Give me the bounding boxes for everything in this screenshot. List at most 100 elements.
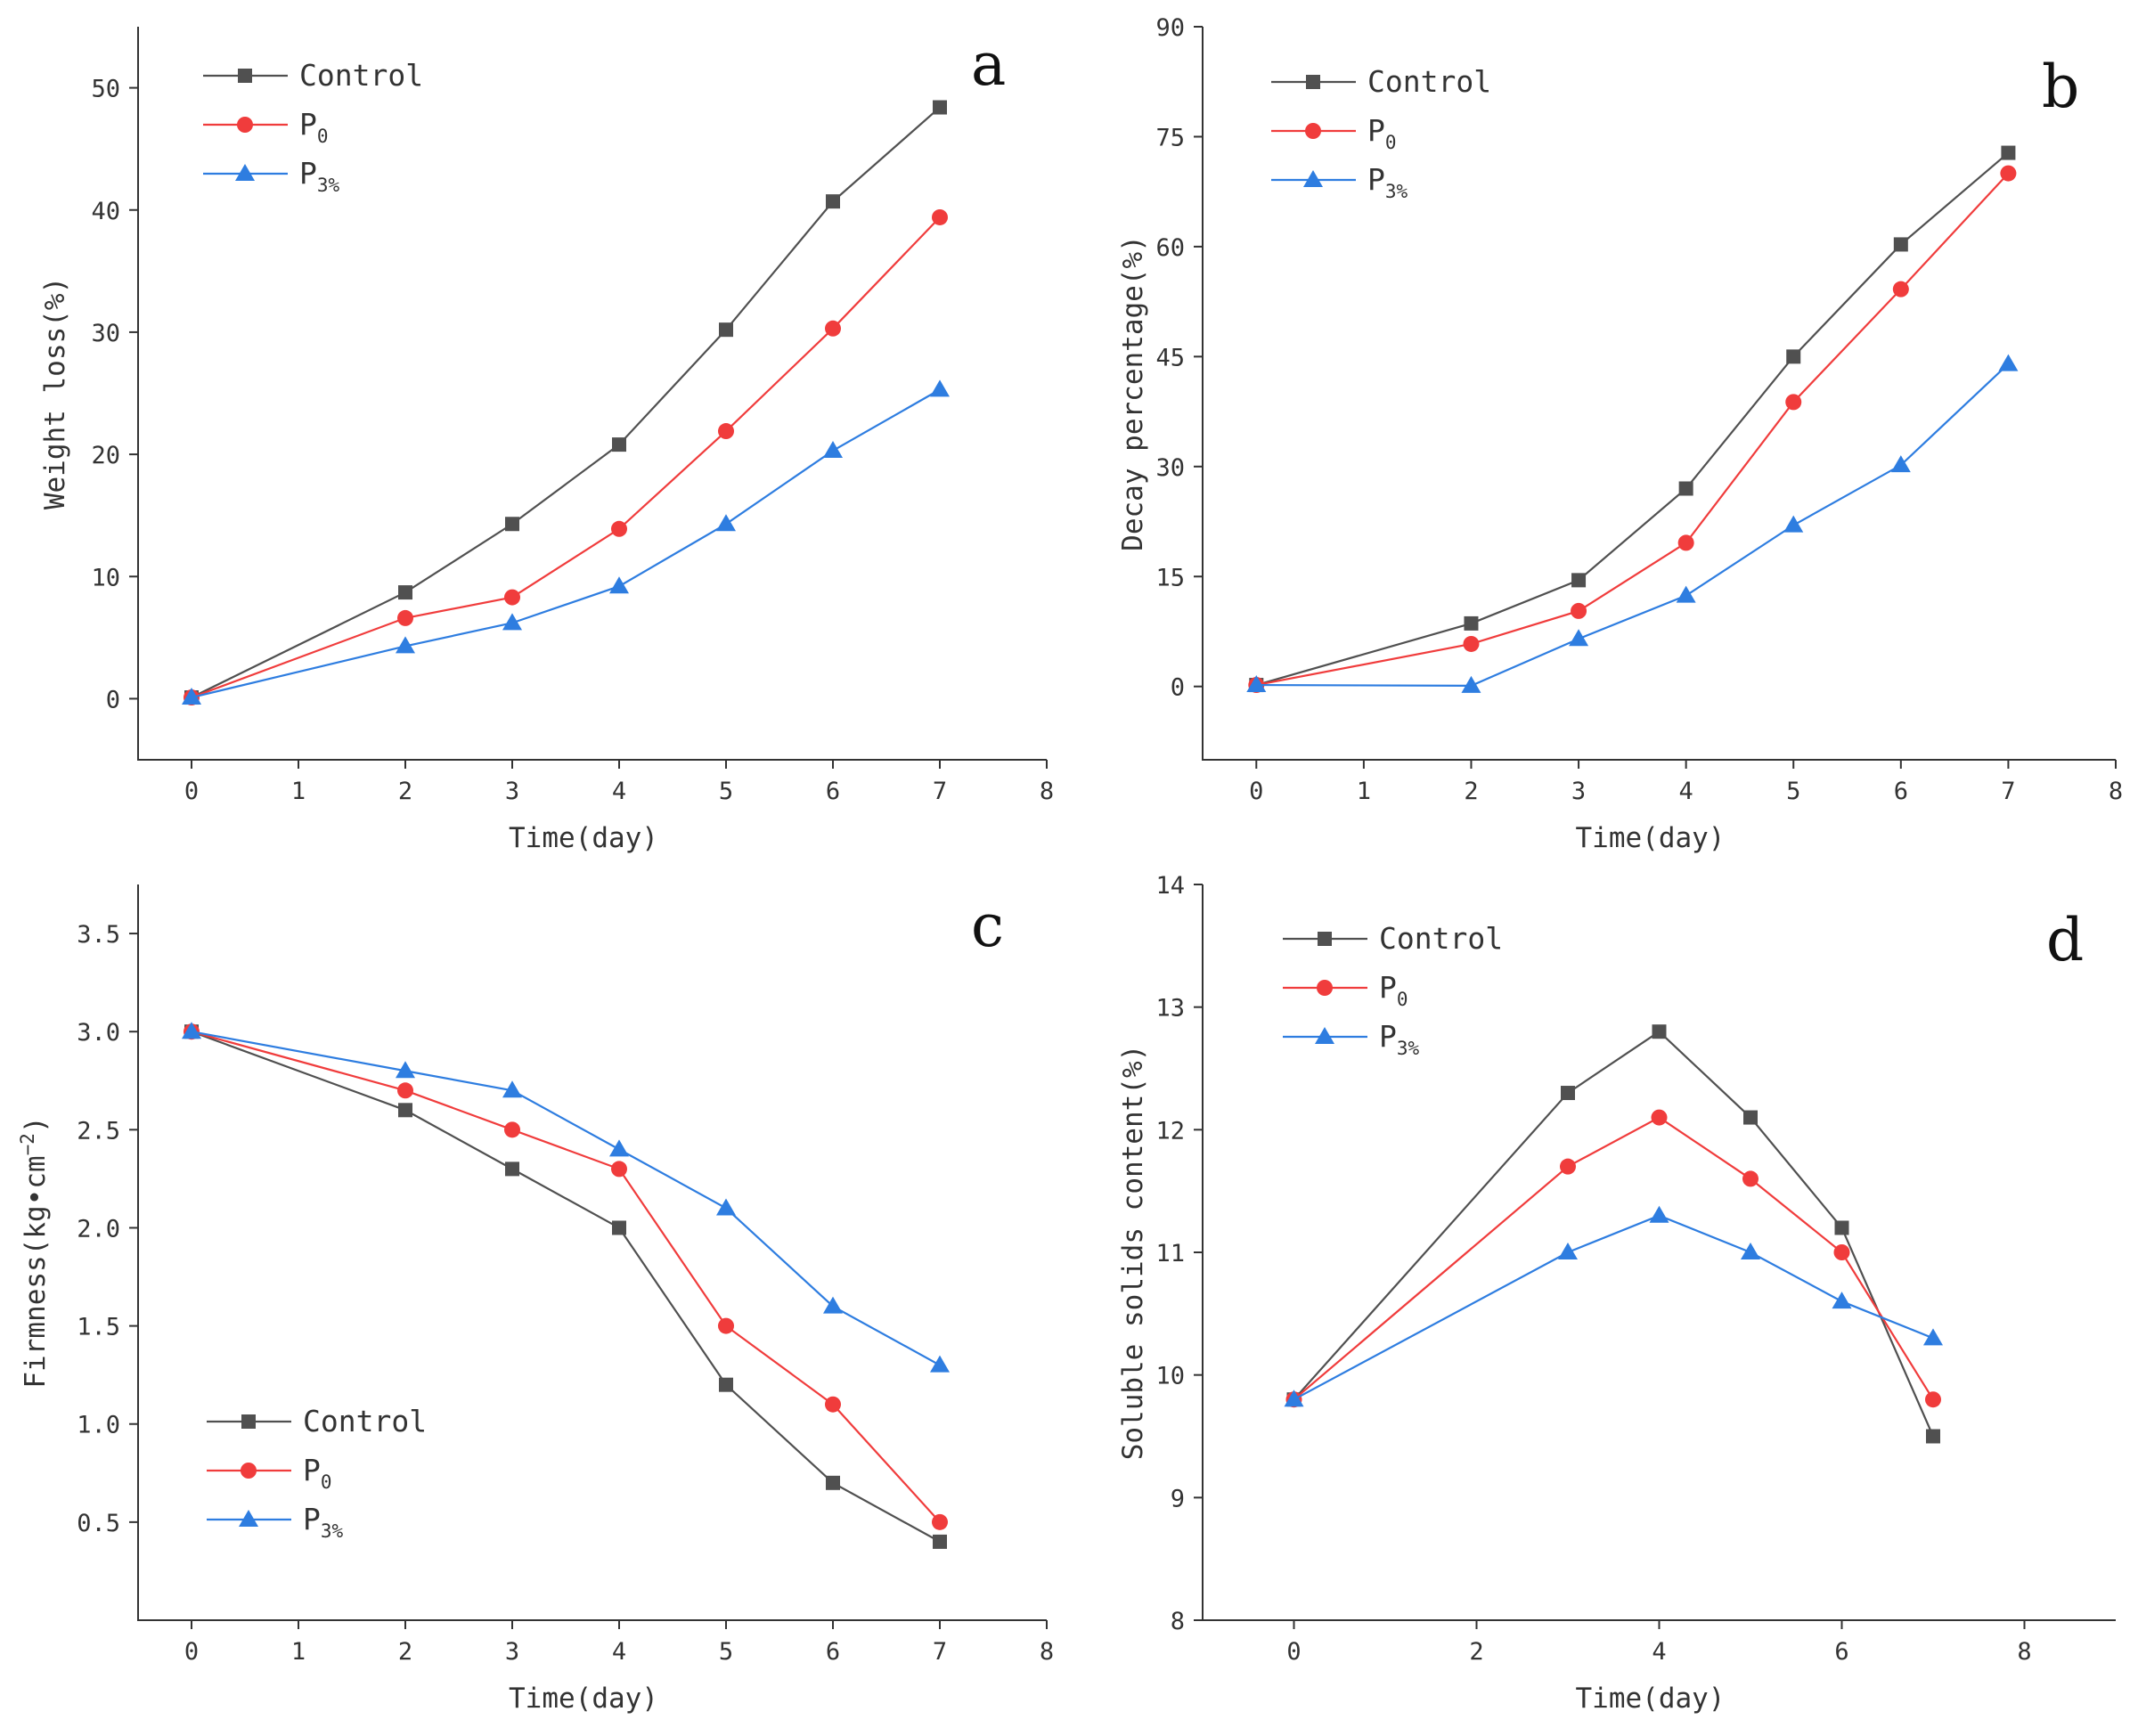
x-tick-label: 7 xyxy=(933,1638,947,1666)
legend-label-text: P xyxy=(299,156,317,191)
x-tick-label: 6 xyxy=(826,778,840,805)
data-point-p0 xyxy=(1571,602,1587,619)
data-point-control xyxy=(1464,615,1479,631)
data-point-p0 xyxy=(504,1121,520,1138)
data-point-control xyxy=(612,437,626,452)
data-point-p3 xyxy=(1741,1243,1760,1259)
x-axis-title: Time(day) xyxy=(509,1683,658,1715)
y-tick-label: 45 xyxy=(1155,344,1185,371)
x-tick-label: 3 xyxy=(505,1638,519,1666)
y-tick-label: 3.0 xyxy=(77,1019,120,1047)
data-point-p3 xyxy=(182,688,201,705)
y-tick-label: 30 xyxy=(1155,454,1185,482)
legend-label-subscript: 3% xyxy=(317,175,340,196)
y-tick-label: 2.0 xyxy=(77,1215,120,1243)
series-line-p3 xyxy=(1256,363,2010,687)
data-point-p0 xyxy=(1833,1244,1850,1260)
legend-label-text: P xyxy=(303,1502,321,1536)
data-point-p3 xyxy=(182,1022,201,1039)
data-point-control xyxy=(719,322,733,338)
legend-marker-p0 xyxy=(1317,980,1333,996)
series-line-p0 xyxy=(1293,1116,1934,1401)
legend-label-control: Control xyxy=(299,58,423,93)
legend-label-subscript: 0 xyxy=(1385,132,1397,153)
legend-label-control: Control xyxy=(1379,921,1503,956)
y-axis-title-sup: −2 xyxy=(17,1133,38,1155)
y-axis-title-text: Soluble solids content(%) xyxy=(1117,1045,1149,1461)
data-point-p0 xyxy=(1892,281,1909,297)
legend-label-text: P xyxy=(1379,970,1397,1005)
legend-label-p3: P3% xyxy=(303,1502,344,1542)
x-tick-label: 8 xyxy=(1040,1638,1054,1666)
data-point-control xyxy=(612,1220,626,1235)
y-tick-label: 12 xyxy=(1155,1117,1185,1145)
data-point-p0 xyxy=(825,1396,841,1413)
data-point-control xyxy=(1561,1086,1575,1101)
data-point-p0 xyxy=(1785,394,1802,411)
y-axis-title-text: Weight loss(%) xyxy=(39,277,71,509)
data-point-control xyxy=(719,1377,733,1392)
data-point-control xyxy=(398,585,412,600)
data-point-p3 xyxy=(930,379,950,397)
legend-label-p0: P0 xyxy=(1379,970,1408,1010)
data-point-p3 xyxy=(1558,1243,1578,1259)
y-tick-label: 0 xyxy=(106,686,120,713)
data-point-control xyxy=(1834,1220,1849,1235)
data-point-p3 xyxy=(1569,629,1589,647)
data-point-p0 xyxy=(504,589,520,606)
data-point-control xyxy=(505,517,519,532)
data-point-p3 xyxy=(1890,455,1911,473)
data-point-p3 xyxy=(716,1198,736,1216)
y-tick-label: 3.5 xyxy=(77,921,120,949)
data-point-p0 xyxy=(1925,1391,1941,1408)
legend-marker-control xyxy=(241,1414,256,1429)
data-point-p3 xyxy=(823,1296,843,1314)
legend-label-control: Control xyxy=(303,1404,427,1439)
legend-label-text: Control xyxy=(1379,921,1503,956)
x-tick-label: 5 xyxy=(1786,778,1800,805)
y-tick-label: 1.5 xyxy=(77,1314,120,1341)
y-tick-label: 40 xyxy=(91,198,120,225)
axis-frame xyxy=(1202,27,2116,761)
y-axis-title: Weight loss(%) xyxy=(39,277,71,509)
series-line-control xyxy=(1293,1030,1935,1437)
data-point-control xyxy=(826,194,840,209)
legend-label-subscript: 0 xyxy=(1397,989,1408,1010)
legend-label-p3: P3% xyxy=(299,156,340,196)
panel-letter: b xyxy=(2042,53,2079,121)
data-point-control xyxy=(398,1103,412,1118)
series-line-control xyxy=(1255,151,2010,687)
x-axis-title: Time(day) xyxy=(1576,1683,1726,1715)
series-line-p3 xyxy=(191,388,941,699)
axis-frame xyxy=(137,27,1047,761)
x-tick-label: 7 xyxy=(933,778,947,805)
y-tick-label: 30 xyxy=(91,320,120,347)
x-tick-label: 8 xyxy=(1040,778,1054,805)
legend-label-text: Control xyxy=(303,1404,427,1439)
legend-label-p0: P0 xyxy=(1367,113,1397,153)
y-axis-title-close: ) xyxy=(20,1116,52,1133)
data-point-control xyxy=(1893,237,1908,252)
axis-frame xyxy=(1202,884,2116,1621)
data-point-p3 xyxy=(502,1080,522,1098)
data-point-p3 xyxy=(1923,1328,1943,1346)
legend-marker-p0 xyxy=(237,117,253,133)
x-tick-label: 4 xyxy=(1652,1638,1666,1666)
y-tick-label: 50 xyxy=(91,76,120,103)
chart-panel-d: 0 2 4 6 8 8 9 10 11 12 13 14 Time(day) Soluble solids… xyxy=(1117,872,2116,1715)
chart-panel-a: 0 1 2 3 4 5 6 7 8 0 10 20 30 40 50 Time(day) Weight loss… xyxy=(39,27,1054,854)
x-tick-label: 1 xyxy=(291,778,306,805)
data-point-control xyxy=(933,100,947,115)
legend-label-text: P xyxy=(1379,1019,1397,1054)
x-tick-label: 2 xyxy=(1469,1638,1483,1666)
x-tick-label: 7 xyxy=(2001,778,2015,805)
legend-label-subscript: 3% xyxy=(321,1520,344,1542)
y-tick-label: 15 xyxy=(1155,564,1185,591)
legend-label-subscript: 0 xyxy=(317,126,329,147)
x-tick-label: 1 xyxy=(291,1638,306,1666)
y-tick-label: 0 xyxy=(1171,674,1185,702)
y-tick-label: 2.5 xyxy=(77,1117,120,1145)
x-tick-label: 8 xyxy=(2017,1638,2031,1666)
legend-marker-p3 xyxy=(1303,170,1323,187)
